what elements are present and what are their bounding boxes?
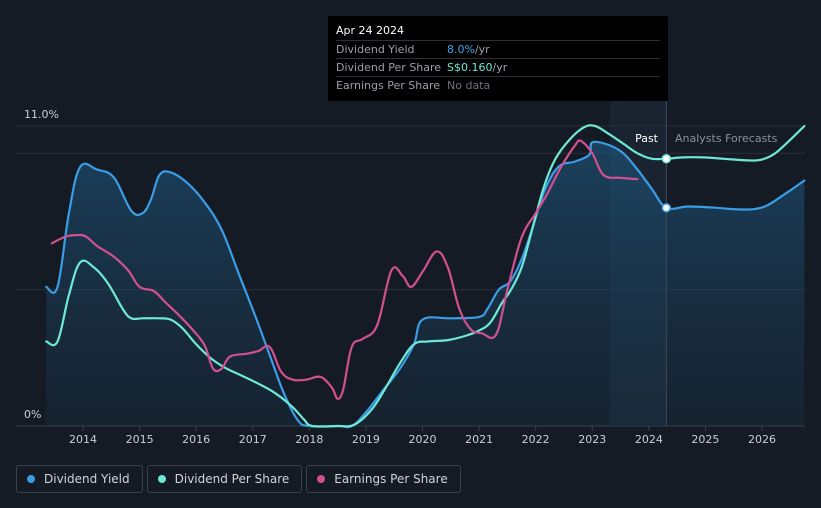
x-tick-label: 2019 — [352, 433, 380, 446]
tooltip-label: Dividend Yield — [336, 43, 415, 56]
y-axis-top-label: 11.0% — [24, 108, 59, 121]
x-tick-label: 2018 — [295, 433, 323, 446]
dividend-per-share-line — [45, 124, 806, 428]
earnings-per-share-line — [50, 139, 639, 400]
tooltip-row-earnings-per-share: Earnings Per Share No data — [336, 77, 660, 94]
tooltip-value: 8.0% — [447, 43, 475, 56]
x-tick-label: 2026 — [748, 433, 776, 446]
past-label: Past — [635, 132, 659, 145]
legend-label: Dividend Yield — [44, 472, 130, 486]
x-tick-label: 2021 — [465, 433, 493, 446]
tooltip-date: Apr 24 2024 — [336, 22, 660, 41]
x-tick-label: 2024 — [635, 433, 663, 446]
legend-dot-icon — [27, 475, 35, 483]
tooltip-value: No data — [447, 79, 491, 92]
tooltip-row-dividend-yield: Dividend Yield 8.0% /yr — [336, 41, 660, 59]
analysts-forecasts-label: Analysts Forecasts — [675, 132, 778, 145]
hover-markers — [661, 153, 672, 213]
legend-earnings-per-share[interactable]: Earnings Per Share — [306, 465, 461, 493]
x-tick-label: 2023 — [578, 433, 606, 446]
series-lines — [45, 124, 806, 429]
tooltip-label: Dividend Per Share — [336, 61, 442, 74]
legend-dot-icon — [157, 475, 166, 483]
x-tick-label: 2014 — [69, 433, 97, 446]
dividend-yield-marker — [661, 203, 672, 213]
legend-label: Earnings Per Share — [334, 472, 448, 486]
legend-dividend-yield[interactable]: Dividend Yield — [16, 465, 143, 493]
x-tick-label: 2016 — [182, 433, 210, 446]
hover-tooltip: Apr 24 2024 Dividend Yield 8.0% /yr Divi… — [328, 16, 668, 101]
legend-dividend-per-share[interactable]: Dividend Per Share — [146, 465, 303, 493]
x-tick-label: 2025 — [691, 433, 719, 446]
tooltip-unit: /yr — [474, 43, 490, 56]
x-tick-label: 2015 — [126, 433, 154, 446]
y-axis-bottom-label: 0% — [24, 408, 41, 421]
tooltip-value: S$0.160 — [447, 61, 493, 74]
legend-dot-icon — [317, 475, 326, 483]
dividend-per-share-marker — [661, 153, 672, 164]
dividend-yield-area — [46, 141, 805, 428]
tooltip-row-dividend-per-share: Dividend Per Share S$0.160 /yr — [336, 59, 660, 77]
x-tick-label: 2022 — [522, 433, 550, 446]
x-tick-label: 2017 — [239, 433, 267, 446]
x-tick-label: 2020 — [409, 433, 437, 446]
chart-legend: Dividend Yield Dividend Per Share Earnin… — [16, 465, 461, 493]
tooltip-label: Earnings Per Share — [336, 79, 441, 92]
tooltip-unit: /yr — [492, 61, 508, 74]
legend-label: Dividend Per Share — [174, 472, 290, 486]
x-axis-ticks: 2014 2015 2016 2017 2018 2019 2020 2021 2022 2023… — [69, 426, 776, 446]
